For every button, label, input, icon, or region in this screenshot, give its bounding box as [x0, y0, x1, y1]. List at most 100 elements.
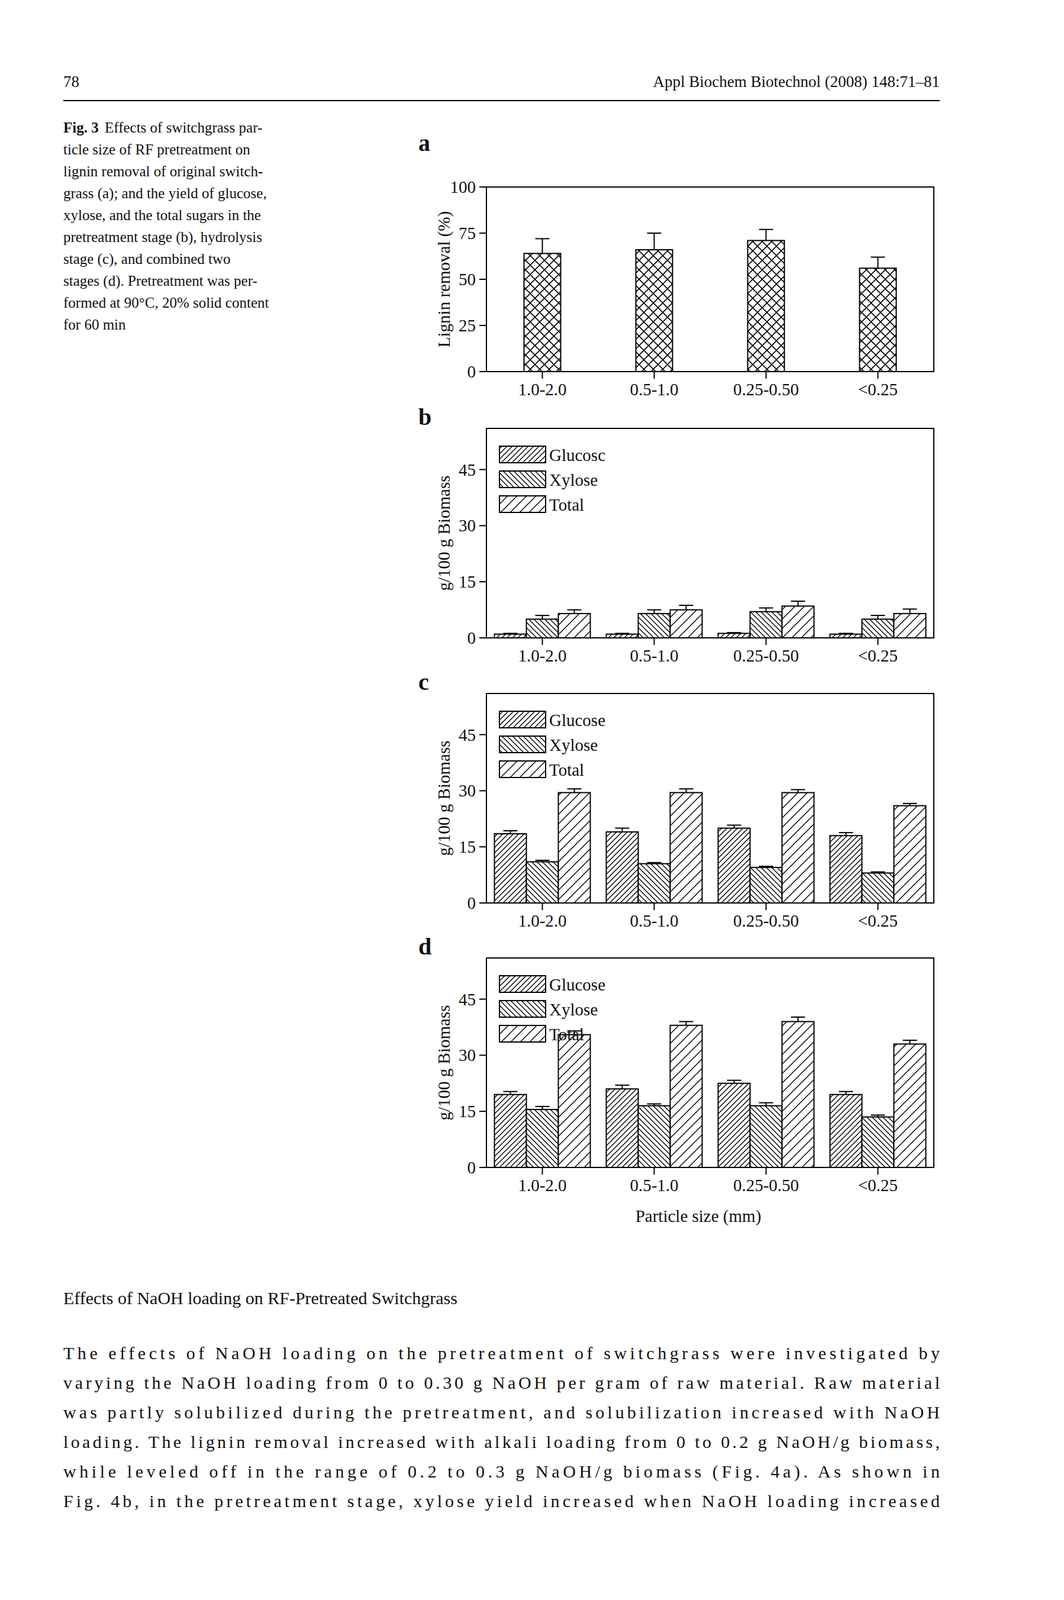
legend-swatch — [499, 1000, 546, 1018]
marks — [524, 229, 897, 372]
error-bar — [871, 257, 886, 269]
bar — [862, 618, 895, 638]
error-bar — [647, 862, 662, 864]
y-tick — [479, 186, 487, 188]
y-tick-label: 50 — [458, 269, 476, 289]
error-bar — [727, 632, 742, 634]
bar — [750, 611, 783, 638]
x-tick — [653, 1167, 656, 1175]
error-bar — [503, 1091, 518, 1095]
marks — [494, 788, 927, 904]
error-stem — [877, 257, 879, 269]
error-bar — [535, 1106, 550, 1110]
error-cap — [615, 827, 630, 830]
error-bar — [679, 788, 694, 793]
bar — [670, 610, 703, 638]
x-tick — [765, 1167, 767, 1175]
error-bar — [679, 605, 694, 611]
legend-label: Glucose — [549, 710, 606, 730]
error-cap — [759, 1102, 774, 1104]
error-cap — [503, 1091, 518, 1093]
y-tick — [479, 998, 487, 1001]
bar — [859, 268, 897, 372]
error-cap — [535, 614, 550, 617]
y-tick — [479, 524, 487, 527]
x-axis-label: Particle size (mm) — [635, 1206, 762, 1227]
body-line: loading. The lignin removal increased wi… — [63, 1432, 940, 1452]
error-bar — [647, 233, 662, 250]
error-cap — [839, 1091, 854, 1093]
error-bar — [839, 633, 854, 634]
error-cap — [615, 632, 630, 634]
bar — [750, 1106, 783, 1168]
caption-line: pretreatment stage (b), hydrolysis — [63, 229, 263, 246]
x-tick-label: 0.25-0.50 — [733, 379, 799, 399]
error-bar — [615, 828, 630, 833]
bar — [894, 805, 927, 904]
y-tick-label: 0 — [467, 628, 477, 648]
bar — [558, 613, 591, 638]
error-bar — [679, 1021, 694, 1025]
x-tick — [542, 1167, 544, 1175]
y-tick-label: 30 — [458, 1045, 476, 1065]
caption-line: stages (d). Pretreatment was per- — [63, 272, 258, 290]
bar — [747, 240, 785, 372]
y-axis-label: g/100 g Biomass — [434, 1005, 454, 1121]
y-tick-label: 75 — [458, 223, 476, 243]
bar — [638, 863, 671, 904]
panel-label: a — [418, 129, 431, 157]
bar — [782, 1021, 815, 1168]
marks — [494, 1017, 927, 1168]
error-cap — [647, 862, 662, 864]
y-tick-label: 45 — [458, 725, 476, 745]
error-cap — [903, 803, 918, 805]
y-tick — [479, 581, 487, 583]
y-tick — [479, 1166, 487, 1169]
caption-line: grass (a); and the yield of glucose, — [63, 185, 267, 202]
y-tick-label: 100 — [450, 177, 477, 197]
error-stem — [909, 608, 911, 614]
page: 78Appl Biochem Biotechnol (2008) 148:71–… — [0, 0, 1064, 1600]
error-cap — [871, 256, 886, 259]
error-bar — [759, 866, 774, 868]
panel-label: c — [418, 668, 430, 696]
x-tick-label: 1.0-2.0 — [517, 1175, 567, 1195]
y-tick — [479, 734, 487, 736]
error-cap — [839, 832, 854, 834]
error-bar — [871, 1115, 886, 1118]
journal: Appl Biochem Biotechnol (2008) 148:71–81 — [653, 72, 940, 91]
x-tick-label: 0.5-1.0 — [629, 379, 679, 399]
bar — [670, 792, 703, 904]
legend-swatch — [499, 446, 546, 463]
error-cap — [727, 632, 742, 634]
bar — [606, 1088, 639, 1168]
error-bar — [615, 633, 630, 634]
panel-label: b — [418, 403, 432, 431]
error-bar — [535, 860, 550, 863]
legend-label: Total — [549, 495, 585, 515]
y-axis-label: g/100 g Biomass — [434, 475, 454, 592]
error-bar — [839, 1091, 854, 1095]
error-cap — [503, 632, 518, 634]
error-bar — [871, 615, 886, 619]
error-stem — [797, 1017, 799, 1022]
x-tick — [877, 637, 879, 646]
error-cap — [903, 608, 918, 610]
y-tick — [479, 902, 487, 904]
body-line: The effects of NaOH loading on the pretr… — [63, 1343, 940, 1363]
error-bar — [727, 1080, 742, 1084]
error-bar — [871, 872, 886, 874]
bar — [526, 1109, 559, 1168]
error-bar — [615, 1085, 630, 1089]
legend-swatch — [499, 711, 546, 728]
bar — [894, 1043, 927, 1168]
bar — [862, 1117, 895, 1168]
legend-label: Total — [549, 760, 585, 780]
error-cap — [759, 607, 774, 609]
y-tick-label: 45 — [458, 990, 476, 1009]
error-bar — [791, 1017, 806, 1022]
error-bar — [567, 788, 582, 793]
x-tick-label: 0.5-1.0 — [629, 911, 679, 931]
error-cap — [759, 229, 774, 231]
error-cap — [727, 1079, 742, 1082]
